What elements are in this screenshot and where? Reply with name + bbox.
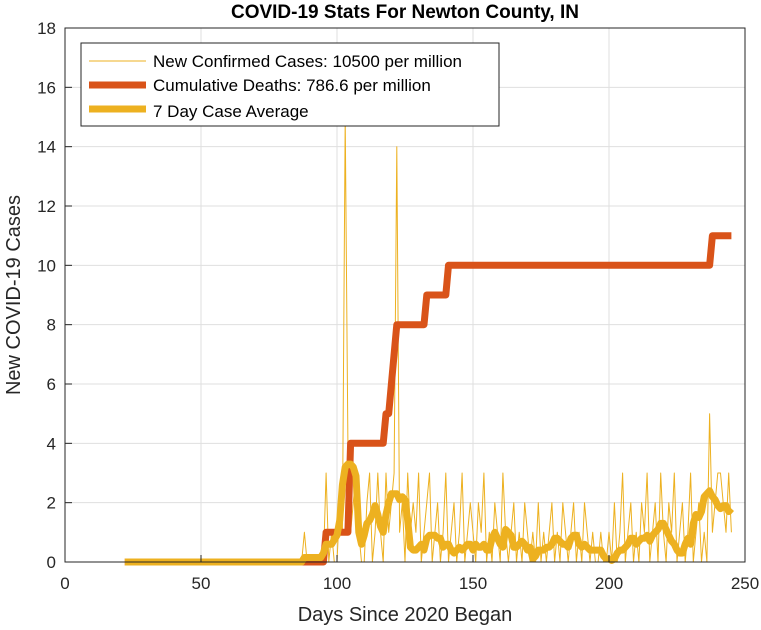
y-tick-label: 10: [37, 256, 56, 275]
x-axis-label: Days Since 2020 Began: [298, 604, 513, 626]
x-tick-label: 100: [323, 574, 351, 593]
plot-area: [124, 116, 735, 566]
x-tick-label: 50: [192, 574, 211, 593]
y-axis-label: New COVID-19 Cases: [3, 195, 25, 395]
series-line-7-day-average: [124, 460, 735, 566]
series-line-new-cases: [124, 116, 732, 563]
legend-entry-new-cases: New Confirmed Cases: 10500 per million: [153, 52, 462, 71]
y-tick-label: 6: [47, 375, 56, 394]
series-line-cumulative-deaths: [124, 232, 732, 566]
x-tick-label: 250: [731, 574, 759, 593]
ticks: 0 50 100 150 200 250 0 2 4 6 8 10 12 14 16 18: [37, 19, 759, 593]
y-tick-label: 2: [47, 494, 56, 513]
x-tick-label: 150: [459, 574, 487, 593]
y-tick-label: 12: [37, 197, 56, 216]
y-tick-label: 14: [37, 138, 56, 157]
legend-entry-deaths: Cumulative Deaths: 786.6 per million: [153, 76, 431, 95]
legend-box: [80, 42, 500, 127]
y-tick-label: 18: [37, 19, 56, 38]
axes-box: [64, 27, 746, 563]
y-tick-label: 4: [47, 434, 56, 453]
y-tick-label: 8: [47, 316, 56, 335]
legend-entry-average: 7 Day Case Average: [153, 102, 309, 121]
chart-title: COVID-19 Stats For Newton County, IN: [231, 2, 579, 23]
y-tick-label: 16: [37, 78, 56, 97]
legend: New Confirmed Cases: 10500 per million C…: [80, 42, 500, 127]
y-tick-label: 0: [47, 553, 56, 572]
x-tick-label: 0: [60, 574, 69, 593]
x-tick-label: 200: [595, 574, 623, 593]
